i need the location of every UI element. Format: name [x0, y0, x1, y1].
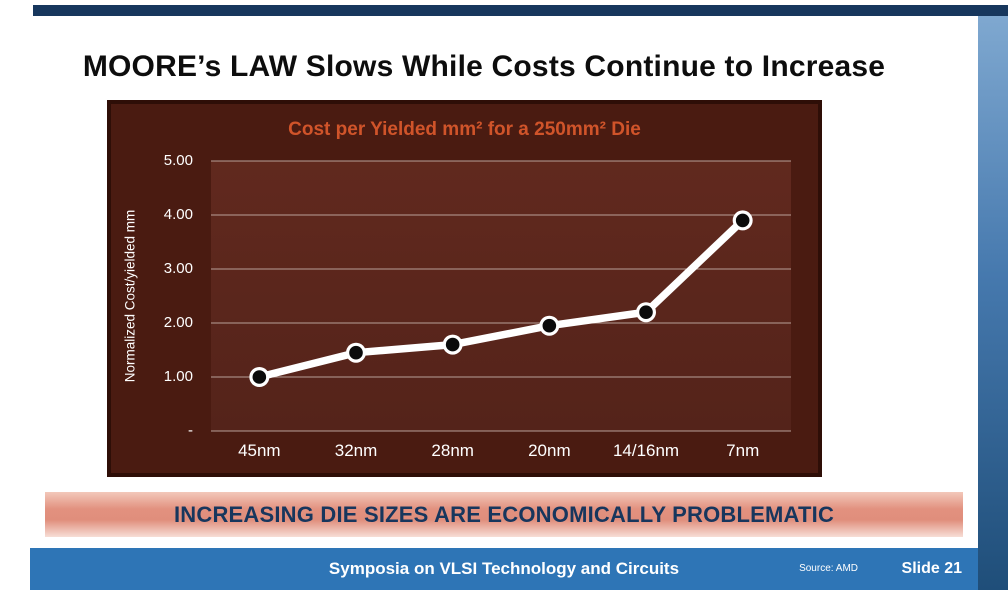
- footer-bar: Symposia on VLSI Technology and Circuits…: [30, 548, 978, 590]
- x-tick-label: 20nm: [528, 441, 571, 460]
- x-tick-label: 14/16nm: [612, 441, 680, 460]
- y-tick-label: 5.00: [163, 152, 193, 169]
- line-series-canvas: [211, 160, 791, 432]
- slide-number: Slide 21: [901, 560, 962, 577]
- right-accent-strip: [978, 16, 1008, 590]
- x-tick-label: 32nm: [334, 441, 378, 460]
- y-tick-label: 3.00: [163, 260, 193, 277]
- x-axis-labels: 45nm 32nm 28nm 20nm 14/16nm 7nm: [211, 441, 791, 461]
- y-axis-title: Normalized Cost/yielded mm: [115, 161, 145, 431]
- slide-title: MOORE’s LAW Slows While Costs Continue t…: [82, 50, 886, 83]
- x-tick-label: 7nm: [726, 441, 760, 460]
- y-axis-title-text: Normalized Cost/yielded mm: [122, 209, 138, 383]
- conference-name: Symposia on VLSI Technology and Circuits: [328, 559, 680, 578]
- y-tick-label: 4.00: [163, 206, 193, 223]
- callout-banner: INCREASING DIE SIZES ARE ECONOMICALLY PR…: [45, 492, 963, 537]
- x-tick-label: 45nm: [238, 441, 281, 460]
- x-tick-label: 28nm: [431, 441, 474, 460]
- y-tick-label: 2.00: [163, 314, 193, 331]
- top-accent-bar: [33, 5, 1008, 16]
- callout-text: INCREASING DIE SIZES ARE ECONOMICALLY PR…: [173, 501, 835, 527]
- source-label: Source: AMD: [799, 563, 858, 574]
- chart-title: Cost per Yielded mm² for a 250mm² Die: [288, 119, 641, 140]
- y-axis-labels: 5.00 4.00 3.00 2.00 1.00 -: [146, 152, 201, 440]
- y-tick-label: 1.00: [163, 368, 193, 385]
- y-tick-label: -: [188, 422, 193, 439]
- cost-per-mm2-chart: Cost per Yielded mm² for a 250mm² Die No…: [107, 100, 822, 477]
- plot-area: [211, 160, 791, 432]
